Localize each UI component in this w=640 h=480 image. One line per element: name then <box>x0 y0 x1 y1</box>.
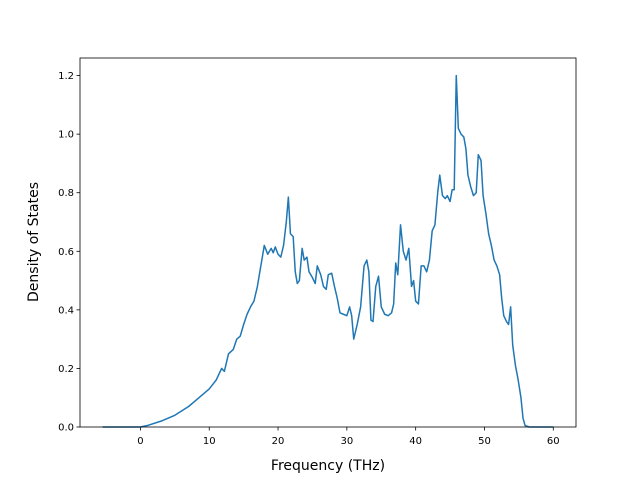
y-tick-label: 0.6 <box>58 247 74 258</box>
x-tick-label: 40 <box>409 436 422 447</box>
x-axis-label: Frequency (THz) <box>271 458 385 474</box>
y-tick-label: 0.0 <box>58 423 74 434</box>
x-tick-label: 10 <box>203 436 216 447</box>
x-tick-label: 60 <box>547 436 560 447</box>
x-tick-label: 20 <box>272 436 285 447</box>
x-tick-label: 50 <box>478 436 491 447</box>
y-tick-label: 1.2 <box>58 71 74 82</box>
x-tick-label: 0 <box>137 436 143 447</box>
x-tick-label: 30 <box>340 436 353 447</box>
y-tick-label: 0.4 <box>58 305 74 316</box>
y-axis-label: Density of States <box>26 182 42 302</box>
y-tick-label: 1.0 <box>58 130 74 141</box>
y-tick-label: 0.2 <box>58 364 74 375</box>
dos-line <box>102 74 554 428</box>
y-tick-label: 0.8 <box>58 188 74 199</box>
plot-frame <box>79 57 577 428</box>
